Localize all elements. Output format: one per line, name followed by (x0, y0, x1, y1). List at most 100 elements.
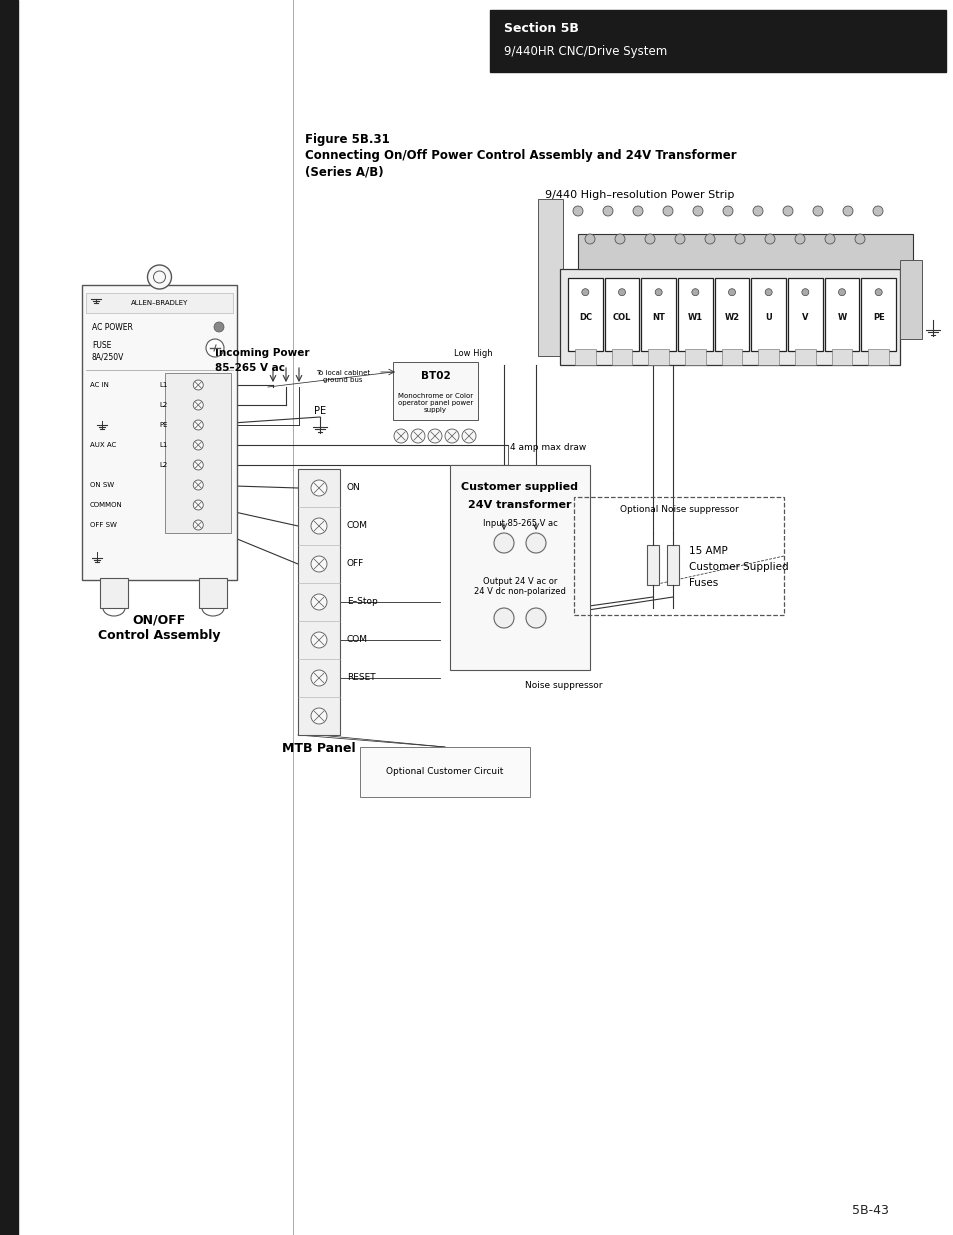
Bar (537, 199, 562, 356)
Bar (666, 545, 679, 585)
Bar (787, 278, 821, 351)
Bar (575, 350, 595, 366)
Circle shape (193, 420, 203, 430)
Circle shape (722, 206, 732, 216)
Text: Customer supplied: Customer supplied (461, 482, 578, 492)
Circle shape (213, 322, 224, 332)
Bar (0, 0, 18, 1235)
Bar (297, 469, 339, 735)
Circle shape (728, 289, 735, 295)
Circle shape (794, 233, 804, 245)
Bar (831, 350, 852, 366)
Circle shape (311, 480, 327, 496)
Text: 15 AMP: 15 AMP (688, 546, 727, 556)
Text: 9/440HR CNC/Drive System: 9/440HR CNC/Drive System (503, 46, 666, 58)
Text: DC: DC (578, 314, 591, 322)
Bar (823, 278, 859, 351)
Circle shape (193, 500, 203, 510)
Circle shape (428, 429, 441, 443)
Circle shape (311, 517, 327, 534)
Circle shape (655, 289, 661, 295)
Circle shape (494, 534, 514, 553)
Text: NT: NT (652, 314, 664, 322)
Text: To local cabinet
ground bus: To local cabinet ground bus (315, 370, 370, 383)
Text: Input 85-265 V ac: Input 85-265 V ac (482, 519, 557, 527)
Text: Output 24 V ac or
24 V dc non-polarized: Output 24 V ac or 24 V dc non-polarized (474, 577, 565, 597)
Text: 4 amp max draw: 4 amp max draw (510, 442, 586, 452)
Text: E–Stop: E–Stop (347, 598, 377, 606)
Circle shape (444, 429, 458, 443)
Circle shape (525, 608, 545, 629)
Text: L1: L1 (159, 442, 168, 448)
Text: ON SW: ON SW (90, 482, 114, 488)
Text: AC IN: AC IN (90, 382, 109, 388)
Circle shape (394, 429, 408, 443)
Text: MTB Panel: MTB Panel (282, 742, 355, 756)
Circle shape (311, 671, 327, 685)
Bar (82, 285, 236, 580)
Circle shape (311, 708, 327, 724)
Text: ON: ON (347, 483, 360, 493)
Circle shape (193, 520, 203, 530)
Circle shape (734, 233, 744, 245)
Text: 85–265 V ac: 85–265 V ac (214, 363, 285, 373)
Text: Low High: Low High (454, 350, 492, 358)
Circle shape (824, 233, 834, 245)
Text: W: W (837, 314, 845, 322)
Bar (611, 350, 632, 366)
Circle shape (581, 289, 588, 295)
Text: PE: PE (872, 314, 883, 322)
Text: Control Assembly: Control Assembly (98, 630, 220, 642)
Circle shape (782, 206, 792, 216)
Circle shape (842, 206, 852, 216)
Text: V: V (801, 314, 808, 322)
Text: L2: L2 (159, 403, 168, 408)
Bar (646, 545, 659, 585)
Bar (604, 278, 639, 351)
Circle shape (461, 429, 476, 443)
Circle shape (193, 440, 203, 450)
Bar (794, 350, 815, 366)
Text: Customer Supplied: Customer Supplied (688, 562, 788, 572)
Circle shape (153, 270, 165, 283)
Bar (640, 278, 676, 351)
Circle shape (752, 206, 762, 216)
Bar (574, 496, 783, 615)
Bar (678, 278, 712, 351)
Circle shape (838, 289, 844, 295)
Circle shape (602, 206, 613, 216)
Circle shape (193, 480, 203, 490)
Circle shape (662, 206, 672, 216)
Circle shape (206, 338, 224, 357)
Bar (899, 261, 921, 338)
Circle shape (618, 289, 625, 295)
Circle shape (764, 233, 774, 245)
Circle shape (411, 429, 424, 443)
Text: COM: COM (347, 521, 368, 531)
Circle shape (525, 534, 545, 553)
Bar (86, 293, 233, 312)
Text: Noise suppressor: Noise suppressor (524, 680, 602, 689)
Text: ON/OFF: ON/OFF (132, 614, 186, 626)
Circle shape (675, 233, 684, 245)
Text: BT02: BT02 (420, 370, 450, 382)
Circle shape (874, 289, 882, 295)
Circle shape (193, 459, 203, 471)
Bar (559, 269, 899, 366)
Bar (648, 350, 668, 366)
Circle shape (311, 594, 327, 610)
Circle shape (644, 233, 655, 245)
Text: 5B-43: 5B-43 (851, 1203, 887, 1216)
Text: Section 5B: Section 5B (503, 21, 578, 35)
Circle shape (584, 233, 595, 245)
Circle shape (812, 206, 822, 216)
Bar (684, 350, 705, 366)
Text: 9/440 High–resolution Power Strip: 9/440 High–resolution Power Strip (545, 190, 734, 200)
Circle shape (311, 556, 327, 572)
Bar (100, 578, 128, 608)
Text: Incoming Power: Incoming Power (214, 348, 309, 358)
Bar (567, 278, 602, 351)
Text: 8A/250V: 8A/250V (91, 352, 124, 362)
Circle shape (801, 289, 808, 295)
Text: ALLEN–BRADLEY: ALLEN–BRADLEY (131, 300, 188, 306)
